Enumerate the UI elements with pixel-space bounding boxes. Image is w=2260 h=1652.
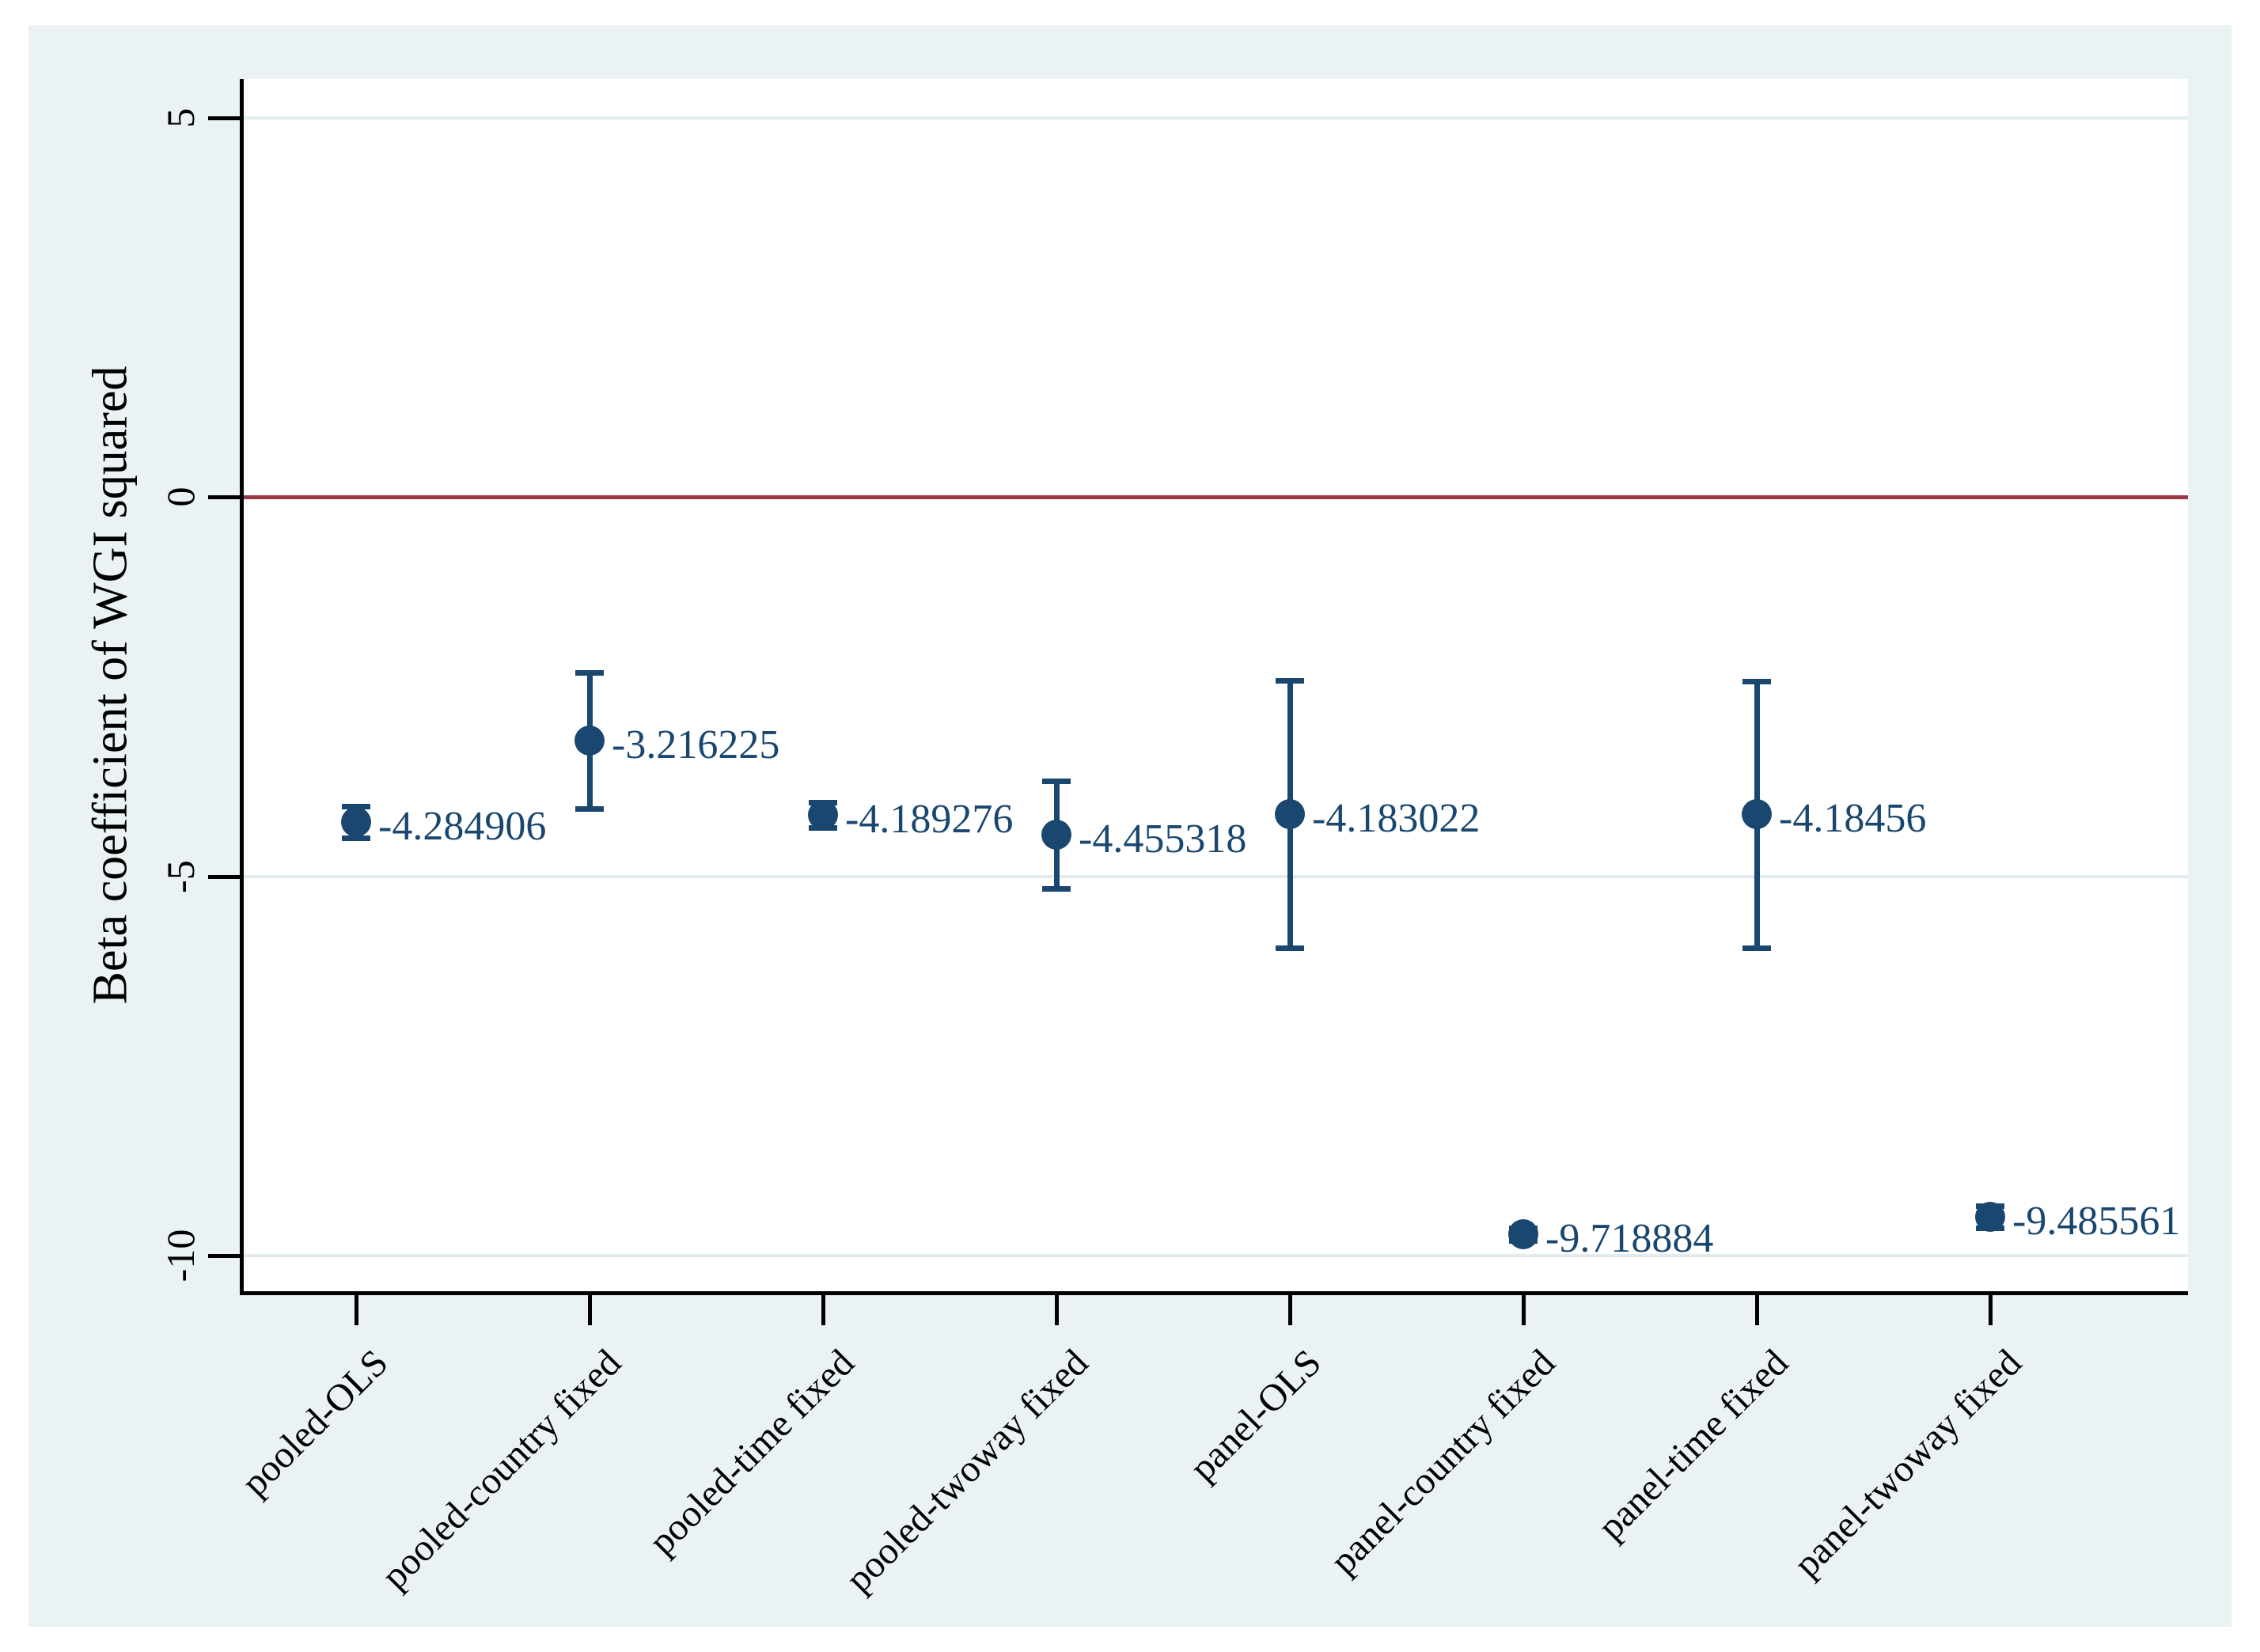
confidence-interval-cap xyxy=(1742,679,1771,684)
zero-reference-line xyxy=(244,495,2188,499)
x-tick xyxy=(1989,1295,1993,1325)
y-axis-title: Beta coefficient of WGI squared xyxy=(83,366,138,1005)
confidence-interval-cap xyxy=(342,804,370,809)
confidence-interval-cap xyxy=(575,670,604,676)
confidence-interval-cap xyxy=(342,835,370,841)
y-axis-line xyxy=(240,79,244,1295)
coefficient-marker xyxy=(1742,799,1772,829)
coefficient-value-label: -3.216225 xyxy=(612,722,780,767)
confidence-interval-cap xyxy=(1276,678,1304,684)
y-gridline xyxy=(244,116,2188,119)
coefficient-value-label: -9.485561 xyxy=(2012,1199,2181,1244)
coefficient-value-label: -4.183022 xyxy=(1312,796,1481,841)
x-tick xyxy=(588,1295,592,1325)
confidence-interval-cap xyxy=(1742,945,1771,951)
x-tick xyxy=(1755,1295,1759,1325)
x-tick xyxy=(821,1295,825,1325)
coefficient-value-label: -4.18456 xyxy=(1779,796,1927,841)
x-tick xyxy=(1055,1295,1059,1325)
y-tick-label: 5 xyxy=(158,108,203,128)
coefficient-value-label: -4.189276 xyxy=(845,797,1014,842)
confidence-interval-cap xyxy=(1042,886,1071,892)
coefficient-marker xyxy=(808,800,838,830)
x-tick xyxy=(1522,1295,1526,1325)
y-gridline xyxy=(244,875,2188,878)
y-tick-label: -10 xyxy=(158,1229,203,1283)
coefficient-marker xyxy=(1275,799,1305,829)
y-tick xyxy=(208,875,240,879)
coefficient-value-label: -4.455318 xyxy=(1079,817,1247,862)
x-axis-line xyxy=(240,1291,2188,1295)
confidence-interval-cap xyxy=(575,806,604,812)
y-gridline xyxy=(244,1254,2188,1257)
y-tick xyxy=(208,495,240,499)
y-tick xyxy=(208,1254,240,1258)
coefficient-marker xyxy=(1508,1219,1538,1249)
coefficient-marker xyxy=(1975,1202,2005,1232)
coefficient-marker xyxy=(574,726,605,756)
x-tick xyxy=(1288,1295,1292,1325)
y-tick xyxy=(208,116,240,120)
y-tick-label: 0 xyxy=(158,487,203,507)
coefficient-value-label: -4.284906 xyxy=(378,804,547,849)
coefficient-marker xyxy=(1041,820,1071,850)
plot-area xyxy=(244,79,2188,1291)
y-tick-label: -5 xyxy=(158,860,203,893)
x-tick xyxy=(355,1295,358,1325)
confidence-interval-cap xyxy=(1276,945,1304,951)
coefficient-marker xyxy=(341,807,371,837)
confidence-interval-cap xyxy=(1042,779,1071,784)
coefficient-value-label: -9.718884 xyxy=(1545,1216,1714,1261)
